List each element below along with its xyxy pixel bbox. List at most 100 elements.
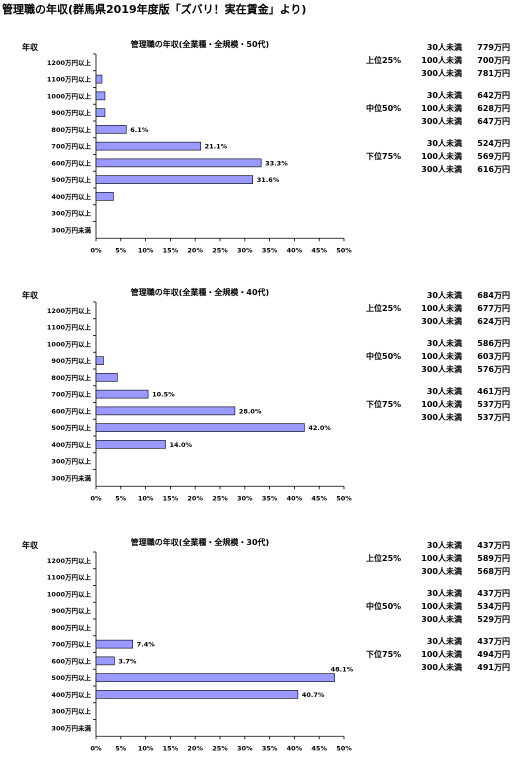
salary-value: 524万円 (477, 139, 510, 148)
percentile-label: 上位25% (366, 554, 402, 563)
data-label: 6.1% (130, 126, 149, 134)
data-label: 10.5% (152, 391, 175, 399)
chart-svg-40s: 年収 管理職の年収(全業種・全規模・40代) 0% 5% 10% 15% 20% 25% 30%… (22, 287, 352, 502)
x-tick-label: 0% (90, 246, 102, 254)
bar (95, 91, 106, 101)
bar (95, 356, 104, 365)
y-axis-title: 年収 (22, 42, 39, 52)
data-label: 42.0% (308, 424, 331, 432)
category-label: 300万円以上 (51, 457, 91, 466)
y-axis-title: 年収 (22, 290, 39, 300)
salary-value: 491万円 (477, 663, 510, 672)
percentile-label: 下位75% (366, 650, 402, 659)
percentile-row: 300人未満 537万円 (402, 412, 510, 425)
x-tick-label: 15% (163, 494, 179, 502)
category-label: 700万円以上 (51, 640, 91, 649)
x-tick-label: 40% (287, 744, 303, 752)
category-label: 1100万円以上 (47, 75, 92, 84)
company-size: 30人未満 (426, 541, 462, 550)
bar (95, 192, 114, 201)
x-tick-label: 30% (237, 494, 253, 502)
percentile-row: 100人未満 603万円 (402, 351, 510, 364)
category-label: 500万円以上 (51, 423, 91, 432)
category-label: 700万円以上 (51, 142, 91, 151)
salary-value: 603万円 (477, 352, 510, 361)
percentile-group: 中位50% 30人未満 437万円 100人未満 534万円 300人未満 529万円 (366, 588, 510, 628)
percentile-group: 下位75% 30人未満 437万円 100人未満 494万円 300人未満 491万円 (366, 636, 510, 676)
category-label: 800万円以上 (51, 623, 91, 632)
salary-value: 568万円 (477, 567, 510, 576)
data-label: 33.3% (265, 159, 288, 167)
category-label: 1200万円以上 (47, 58, 92, 67)
company-size: 100人未満 (421, 650, 462, 659)
x-tick-label: 15% (163, 744, 179, 752)
salary-value: 534万円 (477, 602, 510, 611)
x-tick-label: 0% (90, 494, 102, 502)
category-label: 600万円以上 (51, 158, 91, 167)
salary-value: 576万円 (477, 365, 510, 374)
x-tick-label: 45% (311, 494, 327, 502)
x-tick-label: 50% (336, 744, 352, 752)
percentile-table: 上位25% 30人未満 684万円 100人未満 677万円 300人未満 624万円 中位5… (366, 290, 510, 434)
percentile-row: 100人未満 677万円 (402, 303, 510, 316)
salary-value: 537万円 (477, 400, 510, 409)
salary-value: 624万円 (477, 317, 510, 326)
category-label: 900万円以上 (51, 356, 91, 365)
percentile-row: 300人未満 576万円 (402, 364, 510, 377)
x-tick-label: 10% (138, 744, 154, 752)
percentile-label: 下位75% (366, 400, 402, 409)
company-size: 100人未満 (421, 104, 462, 113)
company-size: 30人未満 (426, 43, 462, 52)
company-size: 300人未満 (421, 165, 462, 174)
category-label: 1000万円以上 (47, 91, 92, 100)
percentile-row: 300人未満 616万円 (402, 164, 510, 177)
bar (95, 141, 201, 151)
salary-value: 529万円 (477, 615, 510, 624)
percentile-row: 100人未満 589万円 (402, 553, 510, 566)
salary-value: 494万円 (477, 650, 510, 659)
category-label: 300万円未満 (51, 723, 91, 732)
category-label: 1000万円以上 (47, 339, 92, 348)
company-size: 100人未満 (421, 602, 462, 611)
x-tick-label: 25% (212, 494, 228, 502)
category-label: 400万円以上 (51, 192, 91, 201)
chart-svg-50s: 年収 管理職の年収(全業種・全規模・50代) 0% 5% 10% 15% 20% 25% 30%… (22, 39, 352, 254)
company-size: 300人未満 (421, 365, 462, 374)
category-label: 700万円以上 (51, 390, 91, 399)
category-label: 600万円以上 (51, 406, 91, 415)
salary-value: 700万円 (477, 56, 510, 65)
percentile-row: 30人未満 779万円 (402, 42, 510, 55)
percentile-row: 300人未満 491万円 (402, 662, 510, 675)
percentile-table: 上位25% 30人未満 779万円 100人未満 700万円 300人未満 781万円 中位5… (366, 42, 510, 186)
chart-panel-40s: 年収 管理職の年収(全業種・全規模・40代) 0% 5% 10% 15% 20% 25% 30%… (0, 278, 513, 528)
percentile-row: 100人未満 494万円 (402, 649, 510, 662)
x-tick-label: 40% (287, 494, 303, 502)
percentile-group: 下位75% 30人未満 524万円 100人未満 569万円 300人未満 616万円 (366, 138, 510, 178)
category-label: 300万円未満 (51, 225, 91, 234)
data-label: 21.1% (205, 143, 228, 151)
category-label: 800万円以上 (51, 125, 91, 134)
percentile-row: 30人未満 524万円 (402, 138, 510, 151)
x-tick-label: 45% (311, 744, 327, 752)
bar (95, 673, 335, 682)
category-label: 300万円未満 (51, 473, 91, 482)
percentile-row: 300人未満 624万円 (402, 316, 510, 329)
bar (95, 74, 103, 84)
data-label: 7.4% (137, 641, 156, 649)
percentile-label: 中位50% (366, 352, 402, 361)
percentile-label: 中位50% (366, 104, 402, 113)
category-label: 300万円以上 (51, 209, 91, 218)
bar (95, 690, 299, 699)
category-label: 1100万円以上 (47, 573, 92, 582)
x-tick-label: 45% (311, 246, 327, 254)
chart-svg-30s: 年収 管理職の年収(全業種・全規模・30代) 0% 5% 10% 15% 20% 25% 30%… (22, 537, 354, 752)
bar (95, 406, 236, 416)
bar (95, 125, 127, 134)
percentile-group: 中位50% 30人未満 586万円 100人未満 603万円 300人未満 576万円 (366, 338, 510, 378)
company-size: 300人未満 (421, 317, 462, 326)
percentile-row: 300人未満 568万円 (402, 566, 510, 579)
company-size: 100人未満 (421, 304, 462, 313)
bar (95, 389, 149, 399)
x-tick-label: 30% (237, 246, 253, 254)
company-size: 100人未満 (421, 56, 462, 65)
